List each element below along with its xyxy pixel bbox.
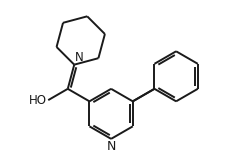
Text: N: N: [75, 51, 84, 64]
Text: N: N: [107, 140, 116, 153]
Text: HO: HO: [29, 94, 47, 107]
